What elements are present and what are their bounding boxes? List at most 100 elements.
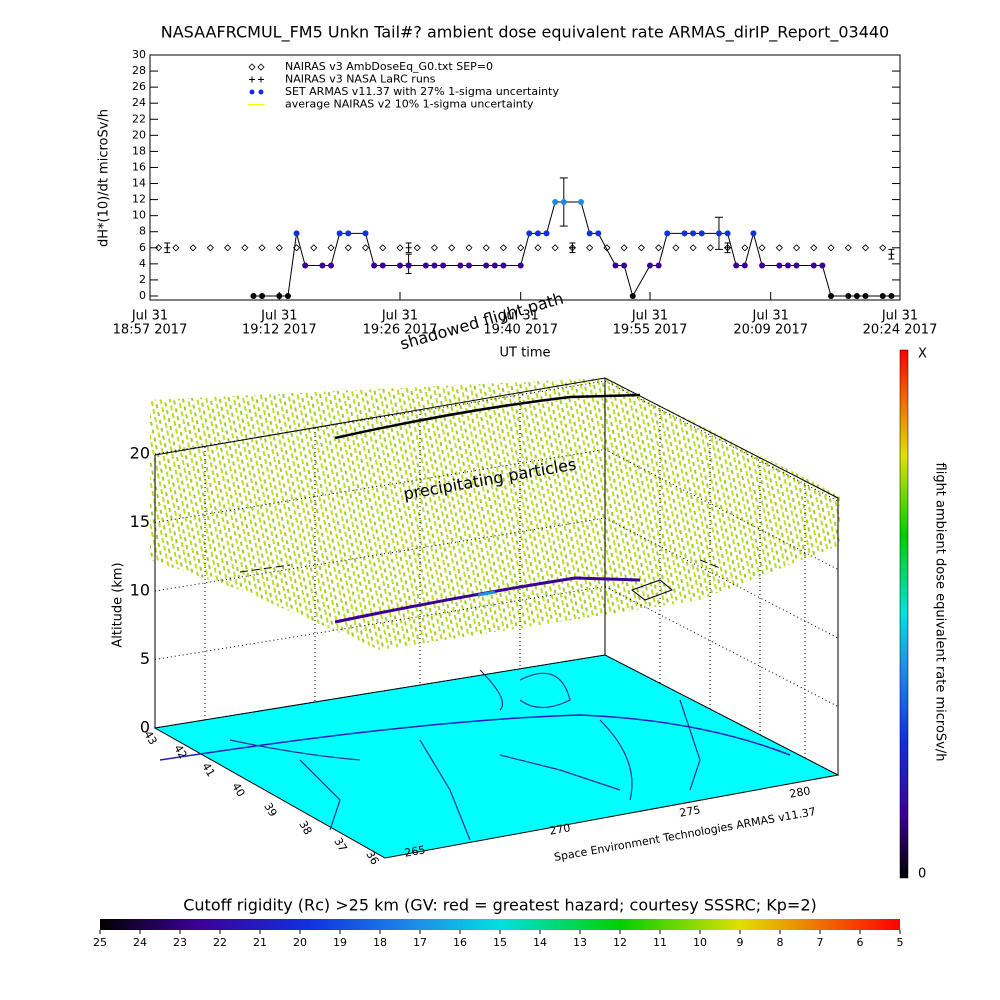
diamond-marker	[844, 244, 852, 252]
data-point	[879, 292, 886, 299]
y-tick-label: 24	[132, 96, 146, 109]
data-point	[578, 199, 585, 205]
rigidity-tick-label: 16	[453, 936, 467, 949]
plus-marker	[569, 244, 576, 251]
data-point	[491, 262, 498, 269]
y-tick-label: 30	[132, 48, 146, 61]
shadow-path	[334, 393, 641, 440]
legend-label: NAIRAS v3 NASA LaRC runs	[285, 73, 436, 86]
legend-symbol	[257, 63, 265, 71]
rigidity-tick-label: 10	[693, 936, 707, 949]
diamond-marker	[189, 244, 197, 252]
data-point	[422, 262, 429, 269]
rigidity-tick-label: 6	[857, 936, 864, 949]
data-point	[483, 262, 490, 269]
ground-track	[159, 714, 791, 761]
lon-tick-label: 270	[548, 821, 571, 837]
series-line	[253, 201, 892, 298]
data-point	[431, 262, 438, 269]
diamond-marker	[448, 244, 456, 252]
data-point	[543, 230, 550, 237]
data-point	[681, 230, 688, 237]
x-tick-label: 18:57 2017	[113, 323, 188, 338]
data-point	[302, 262, 309, 269]
data-point	[345, 230, 352, 237]
rigidity-gradient	[100, 919, 900, 930]
y-tick-label: 12	[132, 193, 146, 206]
legend-label: SET ARMAS v11.37 with 27% 1-sigma uncert…	[285, 85, 559, 98]
data-point	[784, 262, 791, 269]
data-point	[776, 262, 783, 269]
rigidity-colorbar: Cutoff rigidity (Rc) >25 km (GV: red = g…	[93, 896, 904, 950]
data-point	[586, 230, 593, 237]
data-point	[759, 262, 766, 269]
diamond-marker	[430, 244, 439, 252]
z-tick-label: 20	[130, 444, 150, 463]
data-point	[319, 262, 326, 269]
colorbar-min: 0	[918, 867, 926, 882]
data-point	[690, 230, 697, 237]
rigidity-tick-label: 21	[253, 936, 267, 949]
rigidity-tick-label: 5	[897, 936, 904, 949]
diamond-marker	[637, 244, 645, 252]
data-point	[724, 230, 731, 237]
data-point	[276, 292, 283, 299]
z-tick-label: 10	[130, 581, 150, 600]
diamond-marker	[861, 244, 870, 252]
diamond-marker	[258, 244, 266, 252]
x-tick-label: Jul 31	[631, 309, 668, 324]
diamond-marker	[672, 244, 680, 252]
x-tick-label: 19:12 2017	[242, 323, 317, 338]
lat-tick-label: 42	[171, 742, 189, 761]
rigidity-tick-label: 15	[493, 936, 507, 949]
data-point	[379, 262, 386, 269]
data-point	[810, 262, 817, 269]
data-point	[440, 262, 447, 269]
rigidity-tick-label: 25	[93, 936, 107, 949]
diamond-marker	[241, 244, 249, 252]
data-point	[328, 262, 335, 269]
rigidity-tick-label: 23	[173, 936, 187, 949]
data-point	[371, 262, 378, 269]
data-point	[517, 262, 524, 269]
data-point	[526, 230, 533, 237]
diamond-marker	[327, 244, 335, 252]
data-point	[457, 262, 464, 269]
diamond-marker	[586, 244, 594, 252]
data-point	[284, 292, 291, 299]
data-point	[862, 292, 869, 299]
y-tick-label: 14	[132, 177, 146, 190]
lat-tick-label: 41	[199, 760, 217, 779]
legend-label: average NAIRAS v2 10% 1-sigma uncertaint…	[285, 98, 534, 111]
y-tick-label: 20	[132, 128, 146, 141]
lon-tick-label: 280	[788, 784, 811, 800]
y-tick-label: 28	[132, 64, 146, 77]
data-point	[664, 230, 671, 237]
data-point	[655, 262, 662, 269]
data-point	[259, 292, 266, 299]
x-tick-label: 19:55 2017	[613, 323, 688, 338]
diamond-marker	[224, 244, 232, 252]
x-tick-label: 20:09 2017	[733, 323, 808, 338]
colorbar-label: flight ambient dose equivalent rate micr…	[933, 463, 948, 762]
x-tick-label: 20:24 2017	[863, 323, 938, 338]
z-axis-label: Altitude (km)	[111, 562, 126, 647]
x-tick-label: Jul 31	[502, 309, 539, 324]
x-tick-label: Jul 31	[381, 309, 418, 324]
lat-tick-label: 38	[296, 818, 314, 837]
plus-marker	[888, 251, 895, 258]
diamond-marker	[879, 244, 887, 252]
data-point	[733, 262, 740, 269]
data-point	[552, 199, 559, 205]
data-point	[560, 199, 567, 205]
data-point	[629, 292, 636, 299]
y-tick-label: 6	[139, 241, 146, 254]
rigidity-tick-label: 22	[213, 936, 227, 949]
data-point	[793, 262, 800, 269]
diamond-marker	[517, 244, 525, 252]
data-point	[534, 230, 541, 237]
diamond-marker	[465, 244, 473, 252]
data-point	[621, 262, 628, 269]
data-point	[647, 262, 653, 269]
